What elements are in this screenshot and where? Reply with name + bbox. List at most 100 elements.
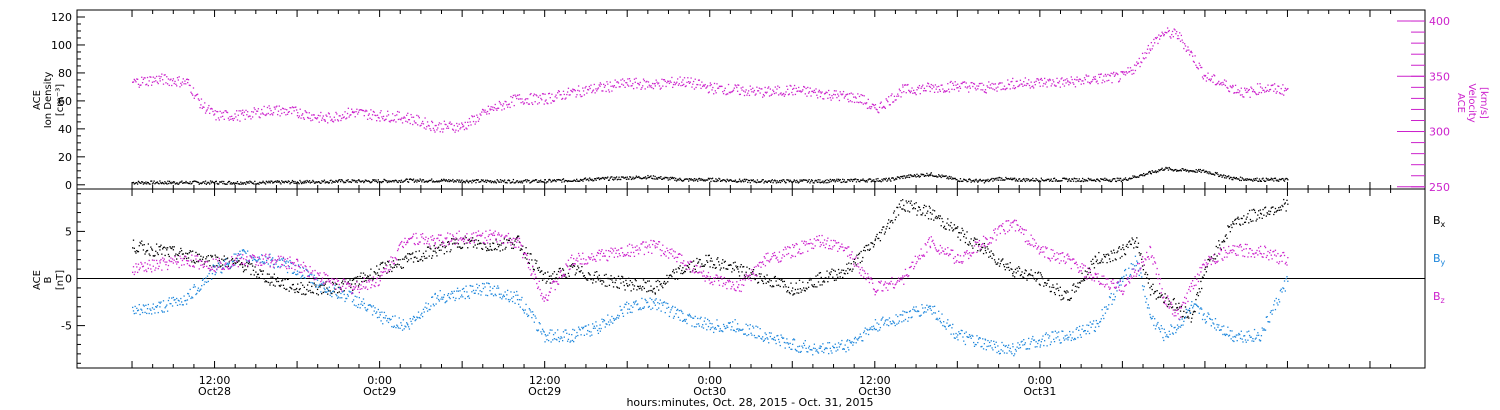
bx-series-point xyxy=(998,265,1001,267)
bx-series-point xyxy=(809,277,811,280)
velocity-series-point xyxy=(821,91,823,93)
density-series-point xyxy=(411,179,413,181)
by-series-point xyxy=(243,250,246,252)
density-series-point xyxy=(641,177,643,180)
velocity-series-point xyxy=(281,112,283,115)
density-series-point xyxy=(630,178,633,181)
velocity-series-point xyxy=(247,111,249,113)
bx-series-point xyxy=(863,246,866,248)
velocity-series-point xyxy=(313,114,315,116)
density-series-point xyxy=(218,181,221,183)
velocity-series-point xyxy=(743,90,745,92)
density-series-point xyxy=(907,176,909,178)
density-series-point xyxy=(219,181,222,183)
density-series-point xyxy=(677,178,679,180)
velocity-series-point xyxy=(806,95,808,97)
bx-series-point xyxy=(1069,297,1072,300)
density-series-point xyxy=(850,178,852,181)
velocity-series-point xyxy=(396,110,399,113)
by-series-point xyxy=(348,290,350,292)
velocity-series-point xyxy=(567,87,570,89)
density-series-point xyxy=(1245,179,1247,181)
density-series-point xyxy=(1048,178,1050,180)
density-series-point xyxy=(1253,179,1256,182)
density-series-point xyxy=(995,177,997,179)
bx-series-point xyxy=(628,284,631,286)
density-series-point xyxy=(1019,180,1022,182)
velocity-series-point xyxy=(1194,55,1196,57)
bx-series-point xyxy=(503,238,505,240)
velocity-series-point xyxy=(311,114,313,116)
velocity-series-point xyxy=(1007,79,1009,81)
velocity-series-point xyxy=(343,116,345,118)
bx-series-point xyxy=(460,247,462,250)
velocity-series-point xyxy=(927,83,930,85)
velocity-series-point xyxy=(810,95,812,97)
bx-series-point xyxy=(708,254,710,256)
density-series-point xyxy=(168,182,170,185)
density-series-point xyxy=(519,180,521,182)
velocity-series-point xyxy=(1184,45,1187,47)
bx-series-point xyxy=(678,268,680,270)
bx-series-point xyxy=(1078,286,1080,289)
bx-series-point xyxy=(269,284,271,286)
bx-series-point xyxy=(376,272,379,274)
by-series-point xyxy=(221,267,224,269)
velocity-series-point xyxy=(702,84,705,86)
bx-series-point xyxy=(302,293,305,295)
by-series-point xyxy=(223,260,225,262)
velocity-series-point xyxy=(1058,82,1060,84)
bx-series-point xyxy=(731,271,733,273)
bx-series-point xyxy=(180,249,183,252)
velocity-series-point xyxy=(431,121,434,124)
bx-series-point xyxy=(255,271,257,273)
density-series-point xyxy=(612,178,614,180)
density-series-point xyxy=(280,183,282,185)
bx-series-point xyxy=(1253,208,1255,211)
by-series-point xyxy=(158,301,160,303)
density-series-point xyxy=(697,178,700,180)
velocity-series-point xyxy=(652,87,655,90)
density-series-point xyxy=(405,178,408,180)
velocity-series-point xyxy=(873,104,875,107)
velocity-series-point xyxy=(976,85,978,87)
velocity-series-point xyxy=(547,93,550,95)
density-series-point xyxy=(217,183,219,185)
bx-series-point xyxy=(1222,241,1224,243)
density-series-point xyxy=(1238,178,1240,180)
bx-series-point xyxy=(1206,266,1208,268)
bx-series-point xyxy=(455,242,457,244)
bx-series-point xyxy=(647,280,649,282)
density-series-point xyxy=(423,181,425,183)
bx-series-point xyxy=(387,260,389,263)
bx-series-point xyxy=(722,259,724,261)
density-series-point xyxy=(302,182,304,184)
velocity-series-point xyxy=(855,97,857,99)
bx-series-point xyxy=(386,272,388,274)
bx-series-point xyxy=(574,274,576,276)
density-series-point xyxy=(653,178,655,180)
density-series-point xyxy=(1174,169,1176,171)
velocity-series-point xyxy=(275,106,277,108)
bx-series-point xyxy=(596,271,598,273)
velocity-series-point xyxy=(1281,93,1283,95)
bx-series-point xyxy=(1113,249,1115,251)
velocity-series-point xyxy=(544,100,546,102)
bx-series-point xyxy=(497,243,499,245)
by-series-point xyxy=(293,271,295,273)
density-series-point xyxy=(1099,180,1101,183)
density-series-point xyxy=(784,180,786,183)
bx-series-point xyxy=(1279,206,1282,208)
density-series-point xyxy=(618,176,620,178)
bx-series-point xyxy=(1084,270,1086,272)
velocity-series-point xyxy=(393,119,395,121)
bx-series-point xyxy=(531,259,533,261)
velocity-series-point xyxy=(365,109,367,111)
bx-series-point xyxy=(1190,321,1192,323)
by-series-point xyxy=(371,314,374,316)
bx-series-point xyxy=(137,250,140,253)
by-series-point xyxy=(201,279,204,281)
velocity-series-point xyxy=(1178,37,1180,40)
by-series-point xyxy=(147,303,150,306)
density-series-point xyxy=(498,181,500,183)
